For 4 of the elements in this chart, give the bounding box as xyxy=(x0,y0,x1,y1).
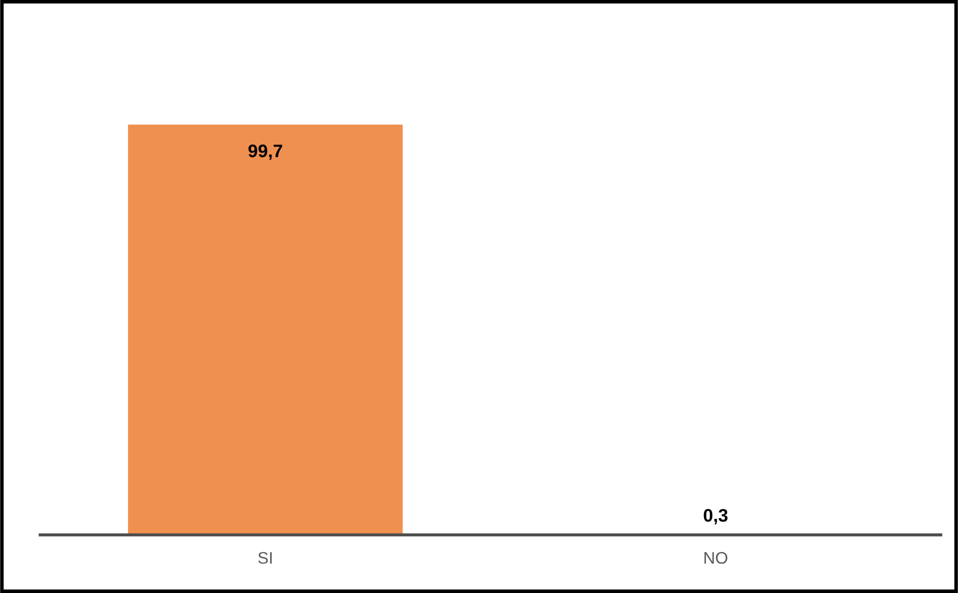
data-label: 99,7 xyxy=(248,144,282,160)
x-tick-label: NO xyxy=(704,552,728,564)
data-label: 0,3 xyxy=(704,508,728,524)
x-tick-label: SI xyxy=(258,552,272,564)
